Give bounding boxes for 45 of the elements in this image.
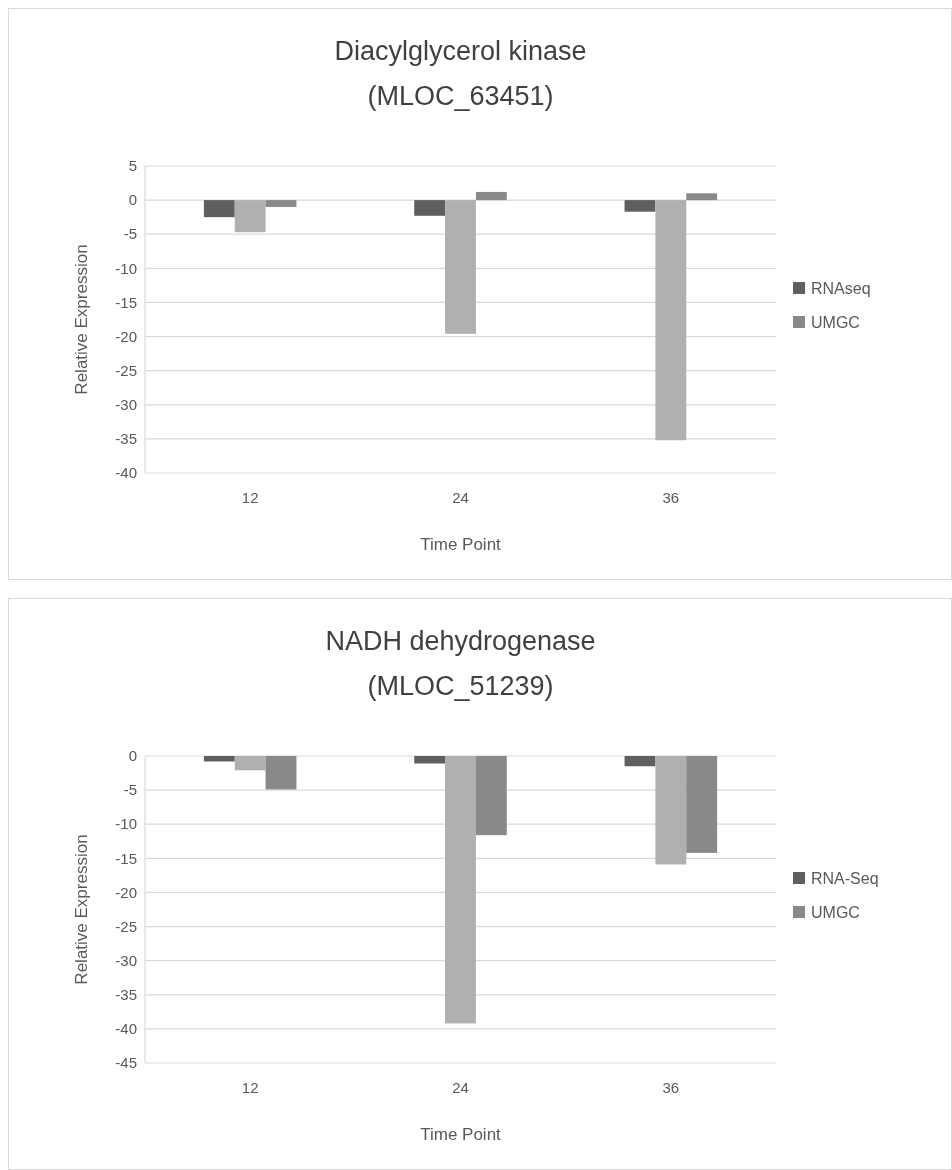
y-tick-label: -5: [123, 225, 137, 243]
y-tick-label: -25: [115, 361, 137, 379]
chart-title: Diacylglycerol kinase (MLOC_63451): [334, 36, 587, 111]
y-tick-label: -25: [115, 917, 137, 935]
x-axis-title: Time Point: [420, 1125, 502, 1144]
bar: [203, 200, 235, 218]
bar: [265, 200, 297, 207]
legend-label: RNAseq: [811, 279, 871, 297]
x-tick-label: 12: [241, 489, 259, 506]
y-tick-label: -35: [115, 430, 137, 448]
y-tick-label: -15: [115, 849, 137, 867]
y-tick-label: -10: [115, 815, 137, 833]
y-tick-label: -15: [115, 293, 137, 311]
y-tick-label: -20: [115, 327, 137, 345]
bar: [655, 200, 687, 441]
y-tick-label: -10: [115, 259, 137, 277]
chart-title: NADH dehydrogenase (MLOC_51239): [325, 626, 596, 701]
y-axis-title: Relative Expression: [72, 244, 91, 395]
bar: [475, 191, 507, 201]
y-tick-label: -40: [115, 464, 137, 482]
x-tick-label: 24: [452, 1079, 469, 1096]
y-tick-label: 5: [128, 157, 137, 175]
bar: [686, 193, 718, 201]
y-tick-label: -30: [115, 396, 137, 414]
x-tick-label: 36: [662, 489, 680, 506]
y-tick-label: -30: [115, 951, 137, 969]
bar: [234, 200, 266, 233]
x-tick-label: 12: [241, 1079, 259, 1096]
y-tick-label: -40: [115, 1020, 137, 1038]
legend-label: RNA-Seq: [811, 869, 879, 887]
y-tick-label: -5: [123, 781, 137, 799]
y-tick-label: -35: [115, 986, 137, 1004]
x-tick-label: 24: [452, 489, 469, 506]
legend-label: UMGC: [811, 313, 860, 331]
y-axis-title: Relative Expression: [72, 834, 91, 985]
bar: [445, 200, 476, 334]
legend-label: UMGC: [811, 903, 860, 921]
y-tick-label: 0: [128, 191, 137, 209]
y-tick-label: 0: [128, 747, 137, 765]
y-tick-label: -45: [115, 1054, 137, 1072]
bar: [624, 200, 656, 212]
bar: [414, 200, 446, 216]
x-axis-title: Time Point: [420, 535, 502, 554]
y-tick-label: -20: [115, 883, 137, 901]
x-tick-label: 36: [662, 1079, 680, 1096]
